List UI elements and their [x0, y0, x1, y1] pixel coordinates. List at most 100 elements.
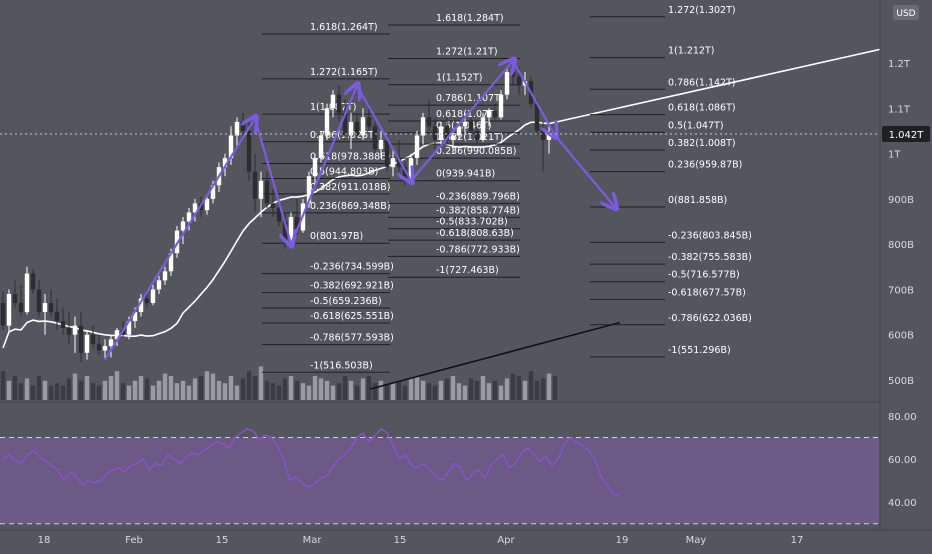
candle-body: [84, 334, 90, 353]
volume-bar: [48, 385, 54, 400]
volume-bar: [282, 378, 288, 400]
fib-label: 0(939.941B): [436, 169, 495, 180]
volume-bar: [24, 378, 30, 400]
candle-body: [60, 321, 66, 328]
volume-bar: [444, 378, 450, 400]
candle-body: [510, 72, 516, 77]
candle-body: [462, 121, 468, 127]
volume-bar: [102, 380, 108, 400]
candle-body: [504, 72, 510, 95]
candle-body: [474, 130, 480, 140]
volume-bar: [318, 378, 324, 400]
volume-bar: [294, 380, 300, 400]
candle-body: [468, 121, 474, 131]
candle-body: [144, 298, 150, 304]
volume-bar: [0, 371, 6, 400]
fib-label: 0.786(1.107T): [436, 93, 504, 104]
volume-bar: [198, 376, 204, 400]
volume-bar: [348, 380, 354, 400]
volume-bar: [114, 371, 120, 400]
candle-body: [330, 94, 336, 109]
y-tick-label: 500B: [888, 376, 914, 387]
volume-bar: [504, 378, 510, 400]
candle-body: [354, 121, 360, 136]
volume-bar: [234, 385, 240, 400]
candle-body: [204, 198, 210, 211]
candle-body: [378, 139, 384, 150]
fib-label: 1(1.152T): [436, 73, 482, 84]
currency-badge[interactable]: [893, 5, 919, 20]
candle-body: [168, 253, 174, 272]
candle-body: [294, 216, 300, 231]
candle-body: [534, 103, 540, 131]
candle-body: [492, 110, 498, 118]
volume-bars: [0, 366, 558, 400]
fib-label: 1.272(1.302T): [668, 5, 736, 16]
volume-bar: [210, 373, 216, 400]
zigzag-arrows: [104, 61, 615, 361]
zigzag-segment: [253, 117, 291, 244]
zigzag-segment: [410, 61, 513, 182]
fib-label: 0.236(990.085B): [436, 146, 516, 157]
candle-body: [312, 158, 318, 177]
candle-body: [78, 325, 84, 353]
volume-bar: [246, 371, 252, 400]
candle-body: [36, 289, 42, 313]
fib-label: -1(516.503B): [310, 360, 373, 371]
candle-body: [480, 117, 486, 140]
volume-bar: [72, 373, 78, 400]
x-tick-label: 15: [216, 535, 229, 546]
volume-bar: [432, 385, 438, 400]
candle-body: [516, 76, 522, 86]
candle-body: [114, 330, 120, 340]
candle-body: [162, 271, 168, 281]
fib-label: -0.618(625.551B): [310, 311, 394, 322]
candle-body: [222, 158, 228, 168]
fib-label: 0.382(1.021T): [436, 132, 504, 143]
volume-bar: [252, 376, 258, 400]
fib-label: -0.786(577.593B): [310, 333, 394, 344]
candle-body: [276, 207, 282, 222]
candle-body: [258, 180, 264, 199]
volume-bar: [450, 376, 456, 400]
candle-body: [126, 321, 132, 335]
candle-body: [42, 303, 48, 313]
candle-body: [270, 203, 276, 208]
fib-label: 0(801.97B): [310, 231, 363, 242]
volume-bar: [420, 380, 426, 400]
x-tick-label: 15: [394, 535, 407, 546]
volume-bar: [138, 376, 144, 400]
volume-bar: [372, 383, 378, 400]
volume-bar: [414, 376, 420, 400]
candle-body: [150, 289, 156, 304]
rsi-tick-label: 60.00: [888, 455, 917, 466]
volume-bar: [552, 376, 558, 400]
y-tick-label: 900B: [888, 195, 914, 206]
volume-bar: [342, 376, 348, 400]
y-tick-label: 700B: [888, 285, 914, 296]
volume-bar: [402, 385, 408, 400]
volume-bar: [468, 378, 474, 400]
volume-bar: [204, 371, 210, 400]
candle-body: [108, 339, 114, 347]
moving-average-slow: [369, 321, 621, 390]
zigzag-segment: [104, 118, 255, 361]
volume-bar: [66, 378, 72, 400]
fib-label: -0.5(833.702B): [436, 217, 508, 228]
zigzag-segment: [554, 134, 615, 207]
volume-bar: [516, 376, 522, 400]
candle-body: [72, 325, 78, 335]
candle-body: [132, 312, 138, 322]
fib-label: -0.382(755.583B): [668, 252, 752, 263]
fib-label: 1(1.212T): [668, 46, 714, 57]
fib-label: 0.236(959.87B): [668, 160, 742, 171]
volume-bar: [264, 380, 270, 400]
candle-body: [48, 303, 54, 313]
fib-label: 0.5(944.803B): [310, 166, 378, 177]
candle-body: [444, 126, 450, 140]
volume-bar: [474, 380, 480, 400]
x-tick-label: 17: [791, 535, 804, 546]
